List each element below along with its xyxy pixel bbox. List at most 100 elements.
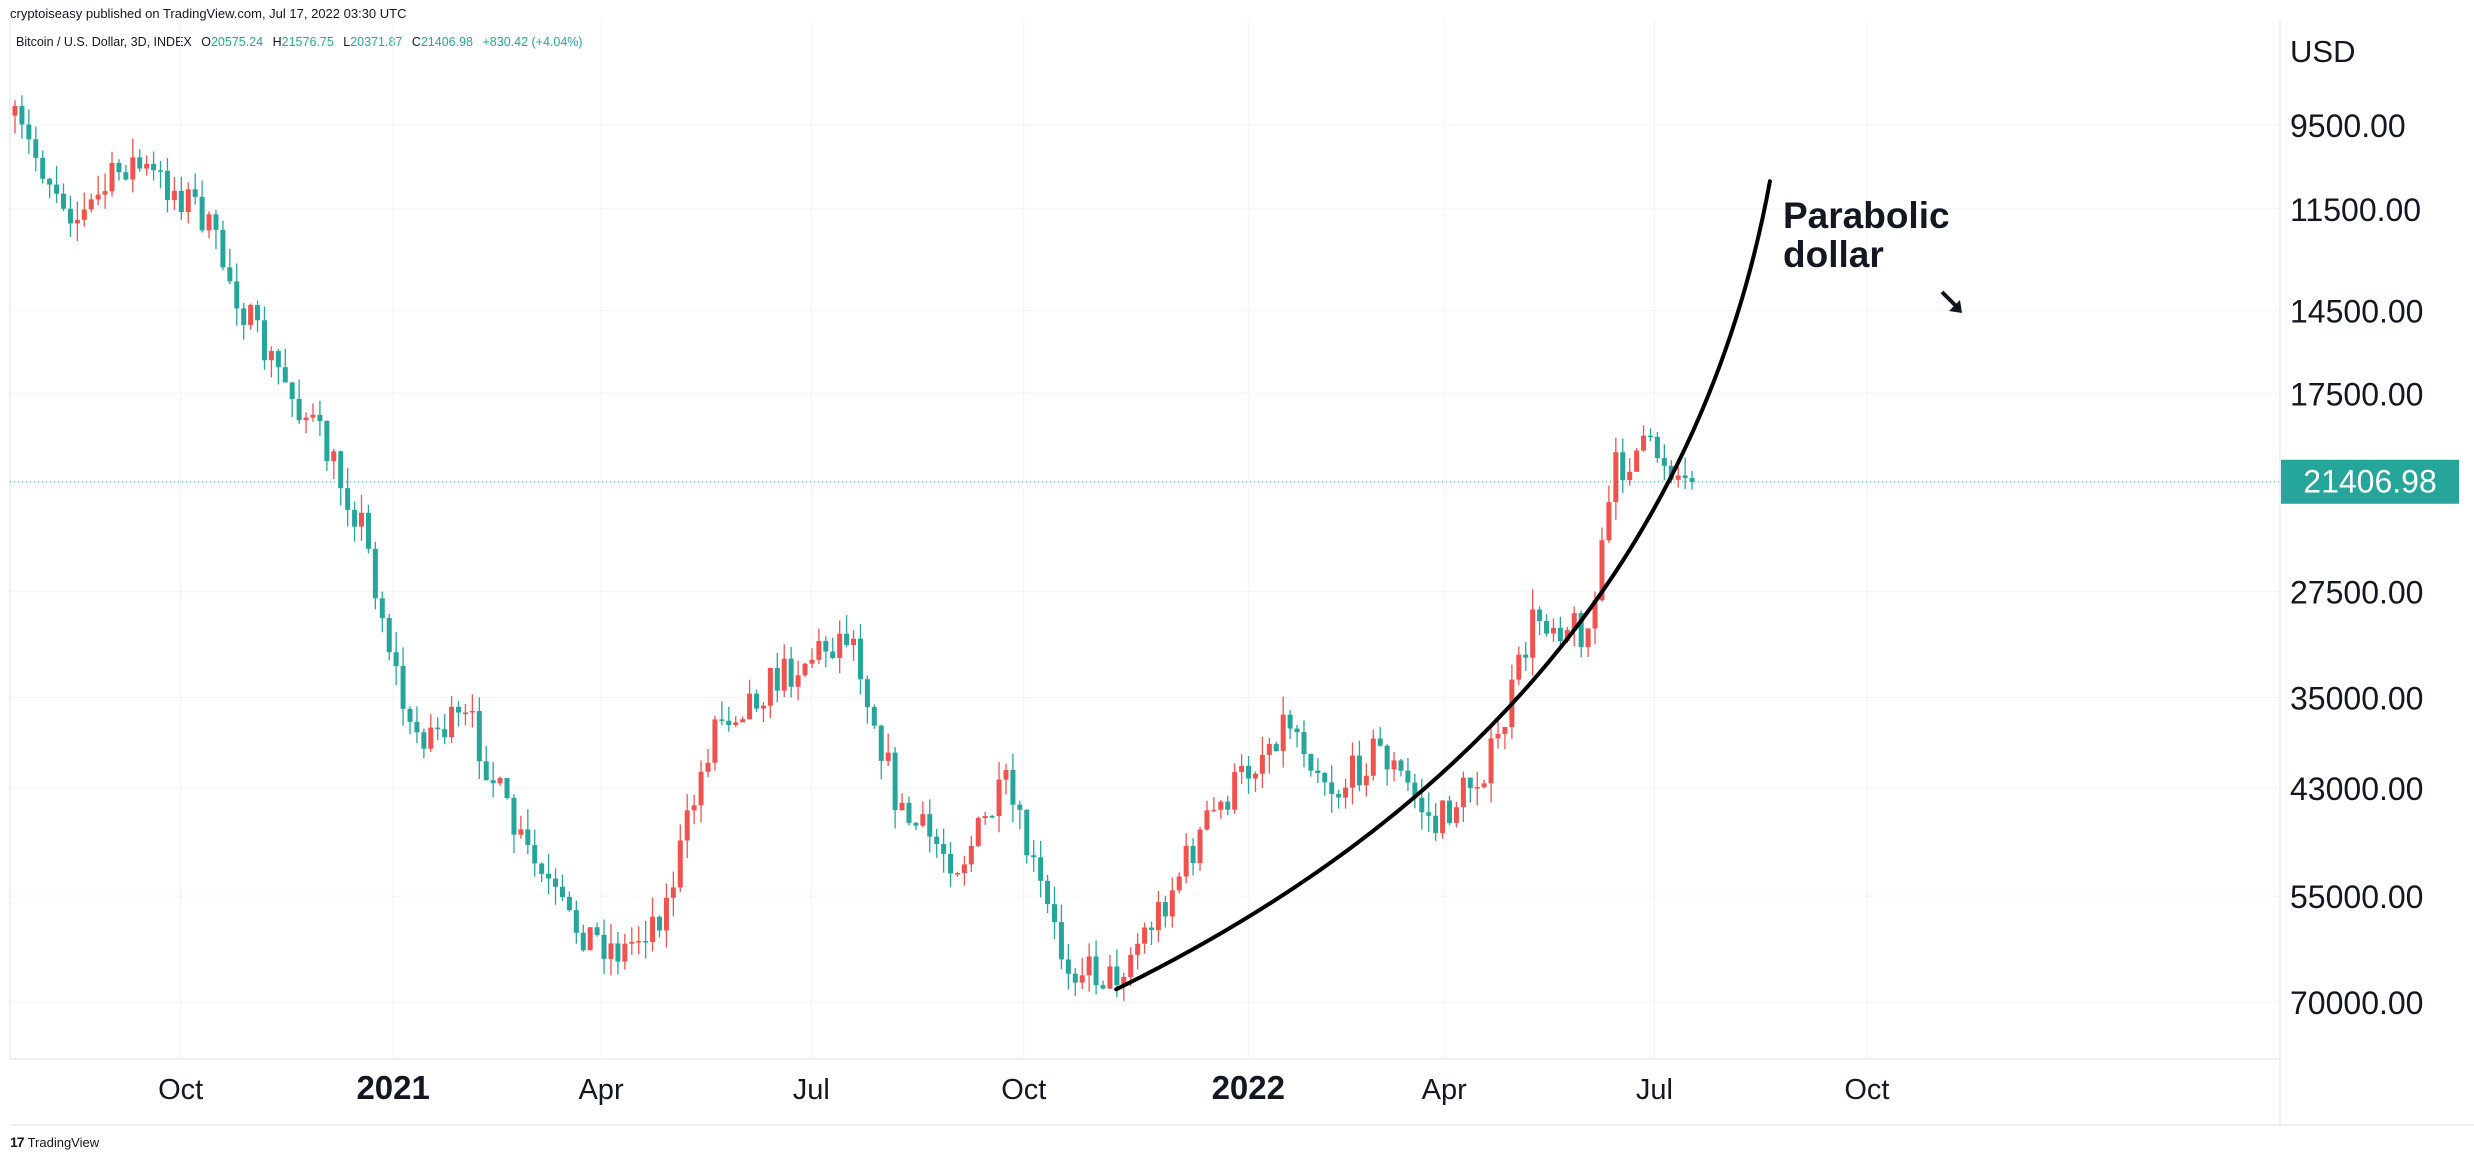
candle xyxy=(1405,757,1411,792)
candle xyxy=(795,660,801,701)
candle xyxy=(144,155,150,176)
candle xyxy=(1190,838,1196,876)
candle xyxy=(1585,628,1591,657)
candle xyxy=(740,716,746,723)
candle xyxy=(1169,877,1175,928)
candle xyxy=(927,799,933,853)
candle xyxy=(317,400,323,436)
price-axis-unit: USD xyxy=(2290,34,2355,69)
candle xyxy=(241,302,247,340)
candle xyxy=(608,923,614,976)
candle xyxy=(12,100,18,134)
time-axis: Oct 2021 Apr Jul Oct 2022 Apr Jul Oct xyxy=(158,1069,1889,1106)
candle xyxy=(483,745,489,781)
candle xyxy=(1149,921,1155,945)
candle xyxy=(677,824,683,893)
candle xyxy=(830,637,836,659)
candle xyxy=(1017,800,1023,830)
parabolic-curve xyxy=(1114,179,1772,992)
price-axis: 9500.00 11500.00 14500.00 17500.00 27500.00 3… xyxy=(2290,108,2423,1021)
candle xyxy=(1516,646,1522,686)
candle xyxy=(324,420,330,471)
candle xyxy=(968,836,974,872)
candle xyxy=(1162,895,1168,928)
candle xyxy=(920,801,926,828)
candle xyxy=(1301,720,1307,768)
candle xyxy=(1003,763,1009,795)
candle xyxy=(1606,485,1612,543)
candle xyxy=(1391,751,1397,782)
candle xyxy=(81,192,87,227)
candle xyxy=(289,382,295,417)
candle xyxy=(1447,795,1453,826)
annotation-line1: Parabolic xyxy=(1783,195,1950,236)
candle xyxy=(1613,437,1619,520)
candle xyxy=(248,303,254,330)
candle xyxy=(1266,738,1272,774)
candle xyxy=(428,714,434,752)
candle xyxy=(379,591,385,633)
candle xyxy=(1426,792,1432,832)
candle xyxy=(1474,771,1480,806)
candle xyxy=(650,897,656,952)
candle xyxy=(539,862,545,882)
candle xyxy=(421,728,427,759)
candle xyxy=(1433,803,1439,841)
candle xyxy=(1052,886,1057,940)
candle xyxy=(1377,727,1383,747)
candle xyxy=(26,109,32,154)
annotation-group: Parabolic dollar xyxy=(1783,195,1962,313)
candle xyxy=(857,624,863,695)
candle xyxy=(1183,833,1189,884)
candle xyxy=(1557,616,1563,650)
candle xyxy=(1495,717,1501,749)
candle xyxy=(1197,827,1203,871)
candle xyxy=(74,201,80,242)
open-value: 20575.24 xyxy=(210,35,264,49)
candle xyxy=(851,630,857,661)
candle xyxy=(975,816,981,848)
y-tick-label: 55000.00 xyxy=(2290,879,2423,915)
candle xyxy=(1481,779,1487,789)
candle xyxy=(629,927,635,955)
candle xyxy=(1045,874,1051,914)
candle xyxy=(40,150,46,184)
y-tick-label: 17500.00 xyxy=(2290,376,2423,412)
candle xyxy=(1294,724,1300,748)
candle xyxy=(123,164,129,181)
candle xyxy=(102,173,108,209)
candle xyxy=(199,180,205,233)
candle xyxy=(393,632,399,686)
candle xyxy=(400,647,406,726)
candle xyxy=(1654,431,1660,463)
y-tick-label: 11500.00 xyxy=(2290,192,2421,228)
candle xyxy=(476,697,482,779)
candle xyxy=(372,541,378,610)
candle xyxy=(553,868,559,905)
candle xyxy=(511,794,517,854)
candle xyxy=(449,696,455,744)
candle xyxy=(1031,840,1037,872)
candle xyxy=(698,760,704,823)
candle xyxy=(1419,778,1425,830)
y-tick-label: 70000.00 xyxy=(2290,985,2423,1021)
annotation-line2: dollar xyxy=(1783,234,1884,275)
candle xyxy=(1460,771,1466,823)
candle xyxy=(255,300,261,333)
candle xyxy=(954,871,960,877)
candle xyxy=(1488,728,1494,803)
candle xyxy=(67,195,73,237)
candle xyxy=(1634,448,1640,472)
footer-brand-name: TradingView xyxy=(27,1134,100,1150)
candle xyxy=(573,900,579,944)
x-tick-label: Apr xyxy=(1422,1074,1467,1106)
candle xyxy=(788,646,794,698)
candle xyxy=(1661,444,1667,481)
tradingview-logo-icon: 17 xyxy=(10,1134,25,1150)
candle xyxy=(559,874,565,902)
candle xyxy=(1100,980,1106,990)
candle xyxy=(961,855,967,886)
candle xyxy=(47,177,53,199)
candle xyxy=(878,724,884,780)
